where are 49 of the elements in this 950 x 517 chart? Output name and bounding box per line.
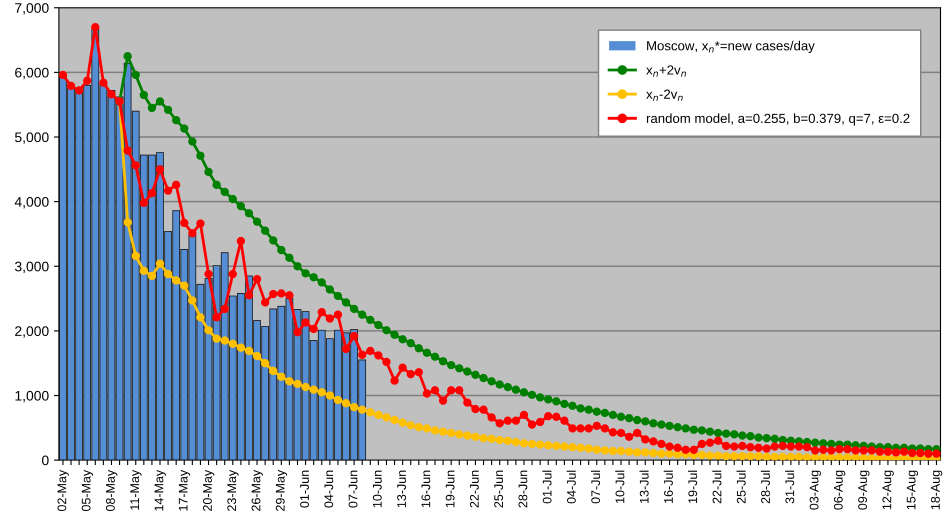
y-tick-label: 0 — [42, 455, 49, 466]
x-tick-label: 09-Aug — [858, 470, 870, 510]
y-tick-label: 3,000 — [14, 262, 49, 274]
x-tick-label: 13-Jul — [639, 470, 649, 503]
x-tick-label: 31-Jul — [785, 470, 794, 504]
legend-label: Moscow, x$_{n}$*=new cases/day — [647, 40, 815, 54]
x-tick-label: 22-Jul — [712, 470, 722, 504]
x-tick-label: 01-Jun — [300, 470, 309, 508]
x-tick-label: 16-Jul — [664, 470, 673, 503]
x-tick-label: 22-Jun — [470, 470, 479, 508]
x-tick-label: 15-Aug — [906, 470, 918, 510]
x-tick-label: 25-Jul — [736, 470, 746, 504]
y-tick-label: 1,000 — [15, 390, 49, 402]
x-tick-label: 08-May — [106, 470, 118, 512]
x-tick-label: 23-May — [227, 470, 239, 511]
x-tick-label: 05-May — [82, 470, 94, 512]
x-tick-label: 10-Jul — [615, 470, 624, 503]
x-tick-label: 12-Aug — [882, 470, 894, 510]
y-tick-label: 2,000 — [15, 326, 49, 338]
x-tick-label: 26-May — [252, 470, 263, 511]
x-tick-label: 28-Jun — [518, 470, 528, 508]
x-tick-label: 01-Jul — [542, 470, 552, 504]
x-tick-label: 10-Jun — [372, 470, 382, 508]
x-tick-label: 17-May — [178, 470, 190, 511]
legend-label: x$_{n}$+2v$_{n}$ — [646, 65, 686, 77]
x-tick-label: 07-Jul — [590, 470, 600, 504]
x-tick-label: 14-May — [154, 470, 166, 511]
x-tick-label: 19-Jul — [688, 470, 698, 503]
x-tick-label: 13-Jun — [397, 470, 406, 508]
x-tick-label: 29-May — [276, 470, 288, 511]
x-tick-label: 06-Aug — [834, 470, 846, 510]
x-tick-label: 11-May — [130, 470, 142, 510]
x-tick-label: 20-May — [203, 470, 214, 511]
x-tick-label: 02-May — [57, 470, 69, 512]
y-tick-label: 7,000 — [15, 3, 49, 15]
x-tick-label: 25-Jun — [494, 470, 504, 508]
legend-label: x$_{n}$-2v$_{n}$ — [646, 90, 683, 101]
x-tick-label: 18-Aug — [930, 470, 942, 510]
y-tick-label: 4,000 — [14, 196, 49, 208]
x-tick-label: 16-Jun — [421, 470, 430, 508]
x-tick-label: 04-Jun — [324, 470, 334, 508]
x-tick-label: 03-Aug — [810, 470, 821, 510]
x-tick-label: 28-Jul — [760, 470, 770, 504]
x-tick-label: 19-Jun — [446, 470, 455, 508]
legend-label: random model, a=0.255, b=0.379, q=7, ε=0.2 — [646, 113, 910, 126]
y-tick-label: 5,000 — [14, 132, 49, 144]
x-tick-label: 07-Jun — [348, 470, 358, 508]
x-tick-label: 04-Jul — [566, 470, 576, 504]
y-tick-label: 6,000 — [15, 68, 49, 80]
